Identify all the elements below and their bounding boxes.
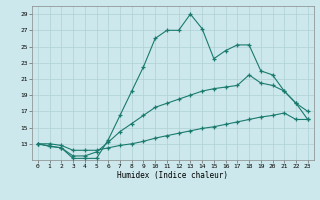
X-axis label: Humidex (Indice chaleur): Humidex (Indice chaleur) xyxy=(117,171,228,180)
